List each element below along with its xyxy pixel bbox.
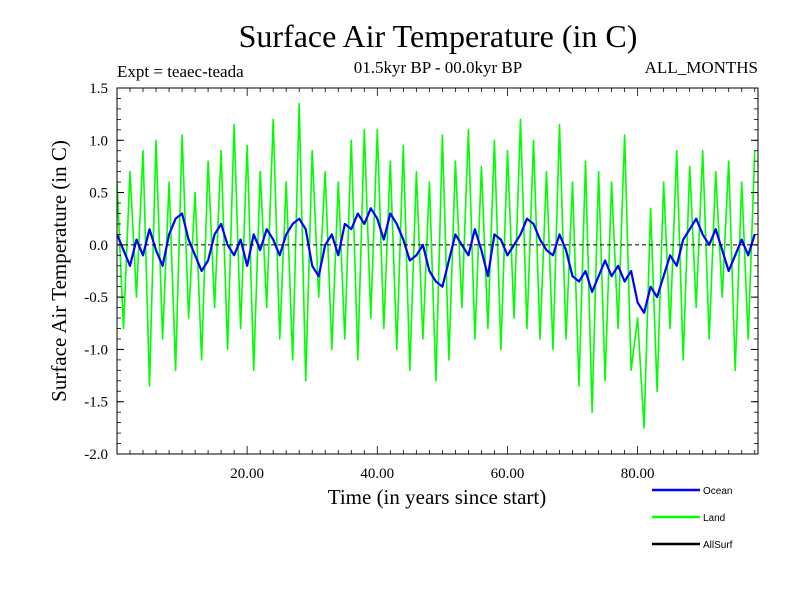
x-tick-label: 60.00 (491, 466, 525, 482)
y-tick-label: -1.0 (84, 342, 108, 358)
x-axis-label: Time (in years since start) (328, 485, 547, 509)
y-tick-label: 0.0 (89, 238, 108, 254)
y-tick-label: -0.5 (84, 290, 108, 306)
plot-series-group (117, 102, 756, 429)
chart-subtitle: 01.5kyr BP - 00.0kyr BP (354, 58, 522, 77)
chart-title: Surface Air Temperature (in C) (239, 18, 638, 54)
x-tick-label: 20.00 (230, 466, 264, 482)
plot-frame (116, 87, 759, 455)
y-tick-label: 0.5 (89, 186, 108, 202)
series-layer (117, 102, 756, 429)
legend: Ocean Land AllSurf (652, 486, 733, 551)
x-axis: 20.00 40.00 60.00 80.00 (116, 88, 756, 482)
y-tick-label: 1.0 (89, 133, 108, 149)
y-tick-label: -2.0 (84, 447, 108, 463)
series-line-ocean (117, 207, 756, 314)
y-tick-label: 1.5 (89, 81, 108, 97)
x-tick-label: 80.00 (621, 466, 655, 482)
legend-label-ocean: Ocean (703, 486, 732, 497)
y-axis-label: Surface Air Temperature (in C) (47, 140, 71, 402)
period-label: ALL_MONTHS (645, 58, 758, 77)
series-line-land (117, 102, 756, 429)
y-axis: 1.5 1.0 0.5 0.0 -0.5 -1.0 -1.5 -2.0 (84, 81, 758, 463)
legend-label-land: Land (703, 513, 725, 524)
x-tick-label: 40.00 (360, 466, 394, 482)
legend-label-allsurf: AllSurf (703, 540, 733, 551)
y-tick-label: -1.5 (84, 395, 108, 411)
experiment-label: Expt = teaec-teada (117, 62, 244, 81)
